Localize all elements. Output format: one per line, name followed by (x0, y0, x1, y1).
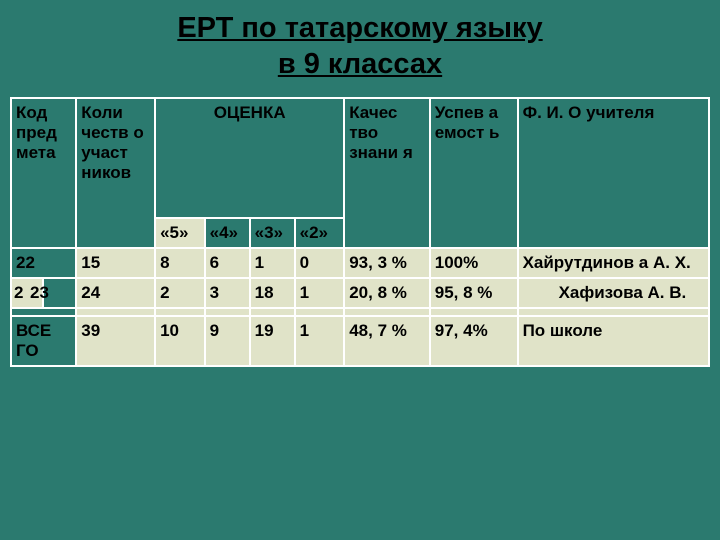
cell-g2: 1 (295, 316, 345, 366)
hdr-success: Успев а емост ь (430, 98, 518, 248)
cell-count: 39 (76, 316, 155, 366)
hdr-g3: «3» (250, 218, 295, 248)
cell-success: 100% (430, 248, 518, 278)
hdr-g4: «4» (205, 218, 250, 248)
cell-success: 95, 8 % (430, 278, 518, 308)
cell-g5: 10 (155, 316, 205, 366)
table-row: 2 23 24 2 3 18 1 20, 8 % 95, 8 % Хафизов… (11, 278, 709, 308)
cell-g4: 3 (205, 278, 250, 308)
cell-g5: 8 (155, 248, 205, 278)
hdr-count: Коли честв о участ ников (76, 98, 155, 248)
title-line1: ЕРТ по татарскому языку (177, 12, 542, 44)
cell-g2: 1 (295, 278, 345, 308)
table-row: 22 15 8 6 1 0 93, 3 % 100% Хайрутдинов а… (11, 248, 709, 278)
hdr-grade: ОЦЕНКА (155, 98, 344, 218)
hdr-g2: «2» (295, 218, 345, 248)
results-table: Код пред мета Коли честв о участ ников О… (10, 97, 710, 367)
cell-g3: 18 (250, 278, 295, 308)
hdr-g5: «5» (155, 218, 205, 248)
cell-teacher: По школе (518, 316, 709, 366)
cell-g3: 1 (250, 248, 295, 278)
cell-g4: 9 (205, 316, 250, 366)
cell-quality: 20, 8 % (344, 278, 430, 308)
cell-quality: 48, 7 % (344, 316, 430, 366)
cell-teacher: Хайрутдинов а А. Х. (518, 248, 709, 278)
separator-row (11, 308, 709, 316)
hdr-code: Код пред мета (11, 98, 76, 248)
cell-code: 23 (16, 283, 49, 302)
title-line2: в 9 классах (278, 48, 442, 80)
page-title: ЕРТ по татарскому языку в 9 классах (0, 0, 720, 97)
cell-success: 97, 4% (430, 316, 518, 366)
cell-g2: 0 (295, 248, 345, 278)
cell-g3: 19 (250, 316, 295, 366)
cell-code: 22 (11, 248, 76, 278)
cell-code-stacked: 2 23 (11, 278, 76, 308)
cell-teacher: Хафизова А. В. (518, 278, 709, 308)
cell-g5: 2 (155, 278, 205, 308)
cell-g4: 6 (205, 248, 250, 278)
cell-count: 24 (76, 278, 155, 308)
cell-count: 15 (76, 248, 155, 278)
cell-code: ВСЕ ГО (11, 316, 76, 366)
header-row-1: Код пред мета Коли честв о участ ников О… (11, 98, 709, 218)
cell-quality: 93, 3 % (344, 248, 430, 278)
hdr-teacher: Ф. И. О учителя (518, 98, 709, 248)
total-row: ВСЕ ГО 39 10 9 19 1 48, 7 % 97, 4% По шк… (11, 316, 709, 366)
hdr-quality: Качес тво знани я (344, 98, 430, 248)
